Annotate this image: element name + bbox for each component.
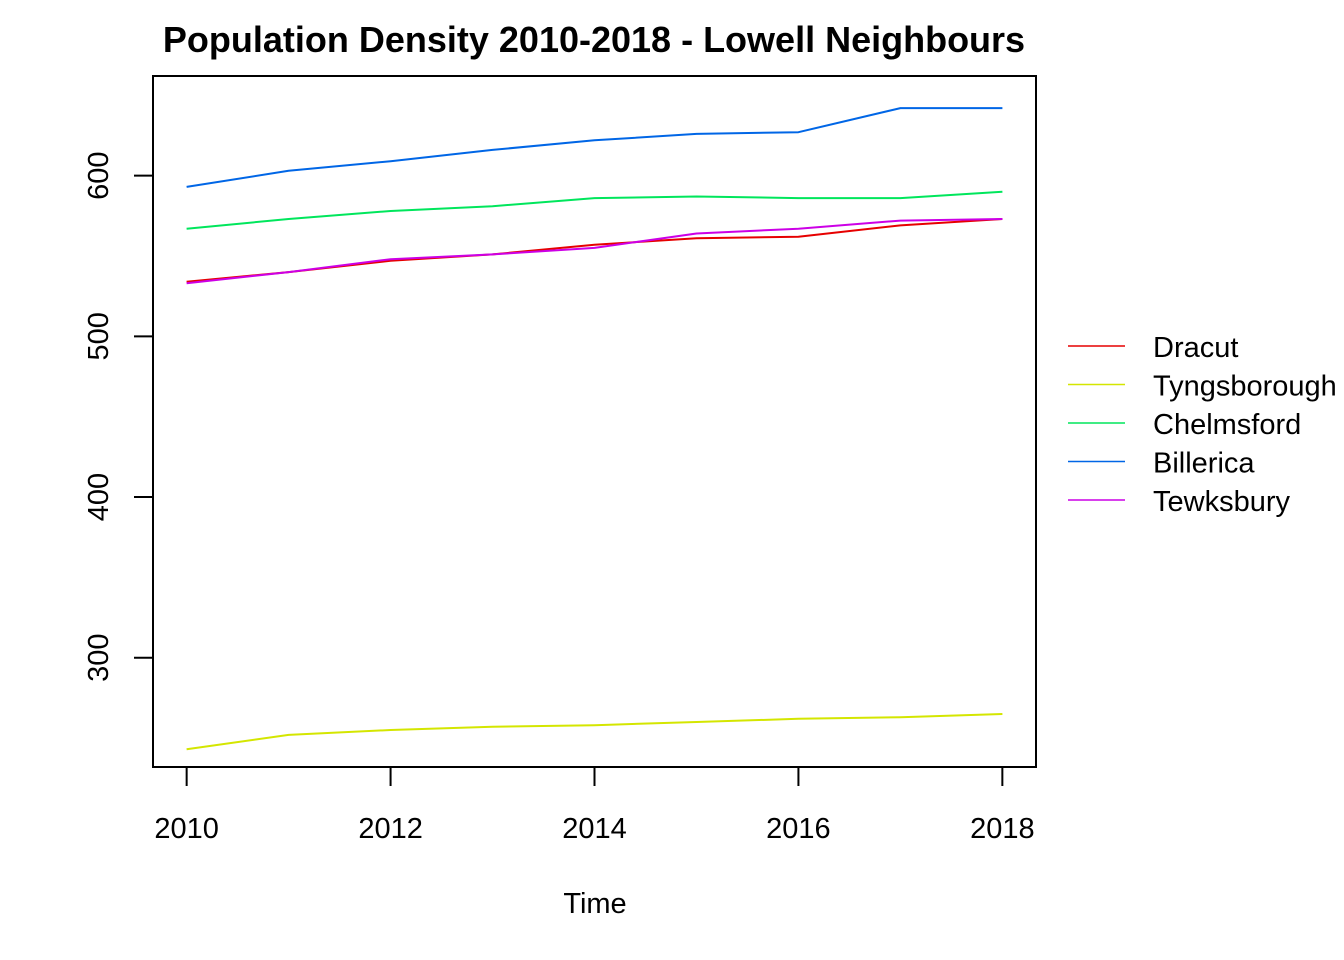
chart-title: Population Density 2010-2018 - Lowell Ne… xyxy=(163,19,1025,60)
series-line-chelmsford xyxy=(186,190,1003,230)
series-line-billerica xyxy=(186,107,1003,188)
x-tick-label: 2012 xyxy=(358,813,423,845)
legend-label-dracut: Dracut xyxy=(1153,332,1238,364)
y-tick-label: 500 xyxy=(83,312,115,360)
legend-label-tewksbury: Tewksbury xyxy=(1153,486,1290,518)
y-tick-label: 600 xyxy=(83,151,115,199)
legend: Dracut Tyngsborough Chelmsford Billerica Tew… xyxy=(1068,332,1337,518)
y-axis: 300 400 500 600 xyxy=(83,151,154,682)
legend-label-tyngsborough: Tyngsborough xyxy=(1153,371,1337,403)
plot-frame xyxy=(152,75,1037,768)
x-axis-title: Time xyxy=(563,888,626,920)
x-axis: 2010 2012 2014 2016 2018 xyxy=(154,766,1035,845)
series-lines xyxy=(186,107,1003,751)
x-tick-label: 2016 xyxy=(766,813,831,845)
legend-label-chelmsford: Chelmsford xyxy=(1153,409,1301,441)
legend-label-billerica: Billerica xyxy=(1153,448,1255,480)
x-tick-label: 2010 xyxy=(154,813,219,845)
series-line-tyngsborough xyxy=(186,713,1003,751)
y-tick-label: 400 xyxy=(83,473,115,521)
y-tick-label: 300 xyxy=(83,634,115,682)
series-line-dracut xyxy=(186,218,1003,283)
x-tick-label: 2014 xyxy=(562,813,627,845)
series-line-tewksbury xyxy=(186,218,1003,285)
x-tick-label: 2018 xyxy=(970,813,1035,845)
